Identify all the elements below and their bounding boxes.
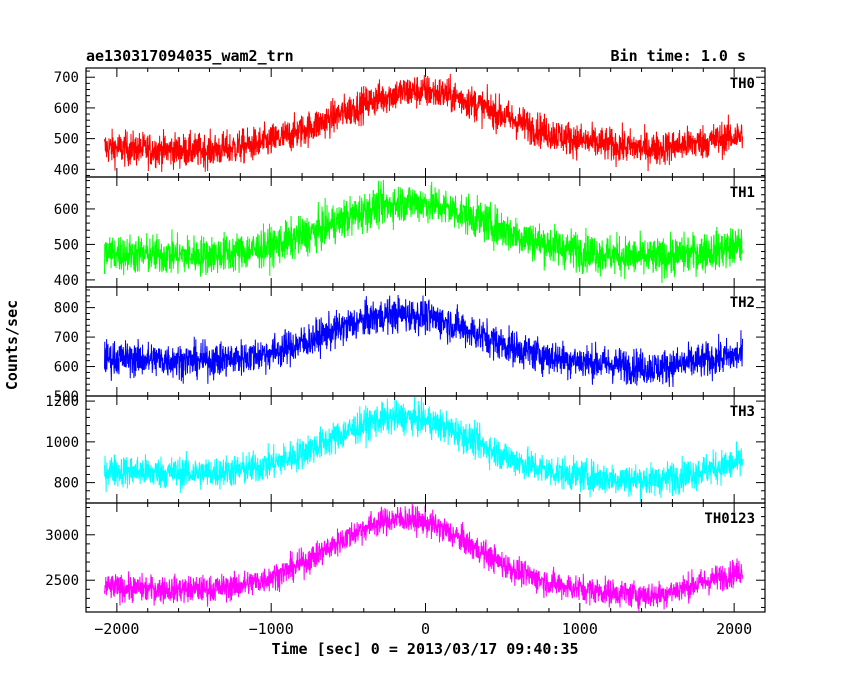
panel-th2: 500 600 700 800 TH2 [54,286,766,405]
panel-label: TH0123 [704,511,755,527]
y-tick-label: 500 [54,389,79,405]
series-line-th3 [104,396,744,503]
chart-title: ae130317094035_wam2_trn [86,47,294,65]
panel-label: TH3 [730,404,755,420]
y-tick-label: 500 [54,237,79,253]
x-tick-label: 1000 [562,620,598,638]
y-tick-label: 800 [54,301,79,317]
x-tick-label: −2000 [94,620,139,638]
y-tick-label: 1200 [45,394,79,410]
panel-th3: 800 1000 1200 TH3 [45,394,766,504]
panel-label: TH1 [730,185,755,201]
y-tick-label: 600 [54,360,79,376]
panel-label: TH0 [730,76,755,92]
panel-th0: 400 500 600 700 TH0 [54,67,766,178]
panel-frame [85,176,766,288]
y-tick-label: 2500 [45,573,79,589]
y-tick-label: 800 [54,476,79,492]
y-tick-label: 500 [54,132,79,148]
y-tick-label: 600 [54,202,79,218]
y-tick-label: 600 [54,101,79,117]
x-tick-label: −1000 [249,620,294,638]
panel-th1: 400 500 600 TH1 [54,176,766,289]
y-axis-label: Counts/sec [3,300,21,390]
y-tick-label: 700 [54,330,79,346]
panels-group: 400 500 600 700 TH0 400 500 600 TH1 500 600 700 800 T… [45,67,766,613]
series-line-th1 [104,179,743,284]
panel-th0123: 2500 3000 TH0123 [45,502,766,613]
y-tick-label: 3000 [45,528,79,544]
x-tick-label: 2000 [716,620,752,638]
series-line-th0 [104,73,744,173]
series-line-th2 [104,294,744,387]
series-line-th0123 [104,503,744,612]
panel-label: TH2 [730,295,755,311]
x-axis-label: Time [sec] 0 = 2013/03/17 09:40:35 [271,640,578,658]
y-tick-label: 1000 [45,435,79,451]
x-tick-label: 0 [421,620,430,638]
y-tick-label: 400 [54,162,79,178]
y-tick-label: 700 [54,70,79,86]
x-axis: −2000 −1000 0 1000 2000 [94,620,752,638]
bin-time-label: Bin time: 1.0 s [611,47,746,65]
y-tick-label: 400 [54,273,79,289]
